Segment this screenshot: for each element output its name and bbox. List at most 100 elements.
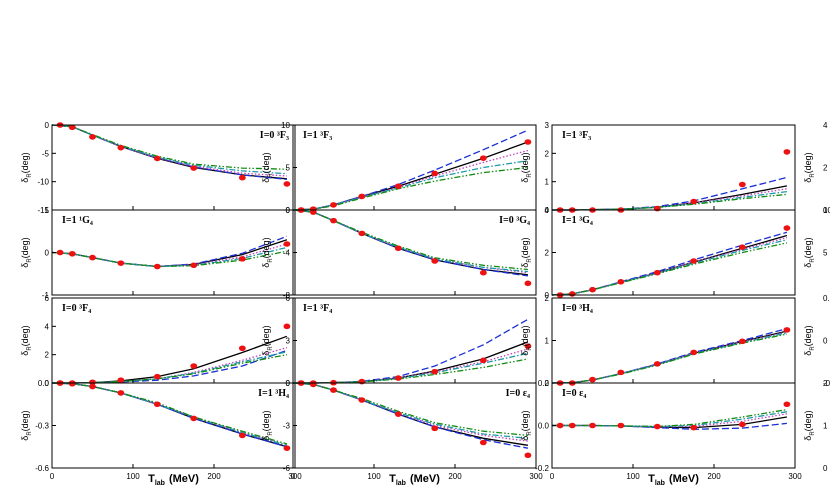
clipped-column-ticks: 4 2 0 δR(deg) (803, 121, 828, 215)
data-point (431, 368, 439, 375)
panel-label: I=0 ε₄ (506, 388, 530, 399)
data-point (589, 376, 596, 383)
data-point (524, 280, 532, 287)
data-point (783, 327, 791, 333)
data-point (330, 202, 337, 208)
y-axis-label: δR(deg) (520, 237, 533, 267)
data-point (283, 181, 291, 187)
curve-dashdot (292, 160, 528, 211)
clipped-y-axis-label: δR(deg) (803, 152, 816, 182)
data-point (89, 379, 96, 386)
data-point (117, 377, 125, 383)
x-tick-label: 300 (529, 472, 543, 481)
x-axis-label: Tlab (MeV) (389, 473, 440, 485)
ylabel-main: δ (520, 178, 530, 183)
y-axis-label: δR(deg) (20, 410, 33, 440)
data-point (738, 338, 746, 345)
ylabel-sub: R (810, 173, 816, 178)
clipped-column-ticks: 2 1 0 δR(deg) (803, 379, 828, 473)
data-point (117, 260, 125, 266)
data-point (238, 432, 246, 439)
svg-text:δR(deg): δR(deg) (261, 237, 274, 267)
x-tick-label: 100 (367, 472, 381, 481)
data-point (190, 415, 198, 422)
curve-solid (51, 382, 288, 448)
y-axis-label: δR(deg) (520, 410, 533, 440)
svg-text:δR(deg): δR(deg) (20, 237, 33, 267)
curve-dot (51, 243, 288, 268)
data-point (153, 155, 161, 162)
curve-dashdotdot (293, 358, 529, 384)
data-point (479, 357, 487, 364)
y-tick-label: 0.2 (538, 379, 550, 388)
data-point (524, 343, 532, 349)
ylabel-main: δ (20, 178, 30, 183)
ylabel-unit: (deg) (803, 237, 813, 258)
data-point (89, 134, 96, 140)
y-axis-label: δR(deg) (20, 237, 33, 267)
y-tick-label: -0.6 (35, 464, 49, 473)
y-tick-label: 6 (45, 294, 50, 303)
data-point (431, 258, 439, 264)
panel-label: I=0 ³F₄ (62, 303, 91, 314)
data-point (738, 244, 746, 250)
curve-solid (292, 209, 528, 276)
clipped-tick-label: 0.1 (823, 294, 830, 303)
svg-text:δR(deg): δR(deg) (803, 237, 816, 267)
y-tick-label: 2 (45, 351, 50, 360)
curve-dash (293, 318, 529, 384)
panel-label: I=0 ³F₃ (260, 130, 289, 141)
curve-dash (292, 129, 529, 211)
curve-dashdotdot (552, 408, 788, 428)
ylabel-unit: (deg) (520, 237, 530, 258)
y-tick-label: 2 (545, 294, 550, 303)
data-point (589, 286, 596, 293)
clipped-tick-label: 0 (823, 464, 828, 473)
data-point (738, 181, 746, 188)
clipped-y-axis-label: δR(deg) (803, 410, 816, 440)
ylabel-unit: (deg) (261, 325, 271, 346)
data-point (690, 258, 698, 264)
curve-dashdotdot (52, 354, 288, 384)
curve-dashdot (51, 124, 287, 175)
data-point (153, 373, 161, 380)
x-tick-label: 0 (291, 472, 296, 481)
panel-label: I=1 ¹G₄ (62, 215, 93, 226)
ylabel-unit: (deg) (20, 325, 30, 346)
curve-dash (292, 209, 528, 277)
ylabel-main: δ (520, 351, 530, 356)
clipped-tick-label: 2 (823, 379, 828, 388)
xlabel-sub: lab (655, 480, 665, 485)
y-tick-label: 10 (281, 121, 290, 130)
y-axis-label: δR(deg) (520, 152, 533, 182)
svg-text:δR(deg): δR(deg) (520, 152, 533, 182)
data-point (394, 183, 402, 189)
curve-dot (51, 124, 287, 177)
x-axis-label: Tlab (MeV) (648, 473, 699, 485)
xlabel-main: T (148, 473, 155, 485)
ylabel-sub: R (810, 258, 816, 263)
xlabel-main: T (389, 473, 396, 485)
x-tick-label: 200 (207, 472, 221, 481)
panel-label: I=0 ³H₄ (562, 303, 593, 314)
data-point (479, 269, 487, 276)
curve-dashdotdot (51, 124, 287, 170)
data-point (394, 411, 402, 417)
x-tick-label: 300 (288, 472, 302, 481)
clipped-column-ticks: 0.1 0 -0.1 δR(deg) (803, 294, 830, 388)
data-point (431, 170, 439, 177)
ylabel-sub: R (268, 431, 274, 436)
y-tick-label: -10 (37, 178, 49, 187)
svg-text:δR(deg): δR(deg) (261, 410, 274, 440)
data-point (690, 198, 698, 205)
ylabel-main: δ (20, 263, 30, 268)
data-point (68, 380, 76, 387)
xlabel-unit: (MeV) (410, 473, 440, 485)
